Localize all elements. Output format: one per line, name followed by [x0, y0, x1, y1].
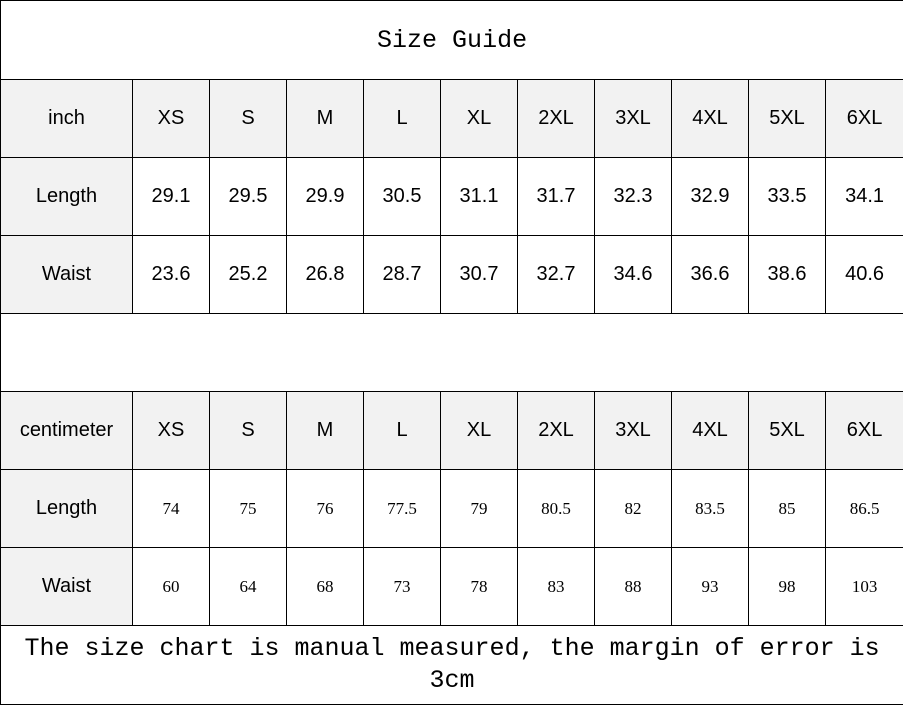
measurement-value: 25.2	[209, 235, 287, 314]
size-header: L	[363, 391, 441, 470]
spacer-cell	[0, 313, 903, 392]
size-header: XS	[132, 391, 210, 470]
size-header: 3XL	[594, 79, 672, 158]
measurement-value: 68	[286, 547, 364, 626]
measurement-value: 77.5	[363, 469, 441, 548]
measurement-value: 88	[594, 547, 672, 626]
measurement-value: 23.6	[132, 235, 210, 314]
measurement-value: 64	[209, 547, 287, 626]
size-header: 3XL	[594, 391, 672, 470]
measurement-value: 86.5	[824, 469, 903, 548]
size-header: 5XL	[748, 391, 826, 470]
measurement-value: 103	[824, 547, 903, 626]
size-header: S	[209, 391, 287, 470]
row-label: Waist	[0, 547, 133, 626]
measurement-value: 74	[132, 469, 210, 548]
measurement-value: 80.5	[517, 469, 595, 548]
row-label: Length	[0, 469, 133, 548]
unit-label: centimeter	[0, 391, 133, 470]
size-header: 2XL	[517, 391, 595, 470]
measurement-value: 75	[209, 469, 287, 548]
size-header: 5XL	[748, 79, 826, 158]
page-title: Size Guide	[0, 0, 903, 80]
size-header: XS	[132, 79, 210, 158]
measurement-value: 83.5	[671, 469, 749, 548]
size-header: L	[363, 79, 441, 158]
size-header: S	[209, 79, 287, 158]
measurement-value: 32.9	[671, 157, 749, 236]
measurement-value: 29.1	[132, 157, 210, 236]
measurement-value: 98	[748, 547, 826, 626]
row-label: Waist	[0, 235, 133, 314]
size-header: XL	[440, 391, 518, 470]
measurement-value: 28.7	[363, 235, 441, 314]
size-header: 6XL	[824, 79, 903, 158]
measurement-value: 29.5	[209, 157, 287, 236]
measurement-value: 40.6	[824, 235, 903, 314]
measurement-value: 29.9	[286, 157, 364, 236]
footer-note: The size chart is manual measured, the m…	[0, 625, 903, 705]
measurement-value: 78	[440, 547, 518, 626]
table-row: Length 74 75 76 77.5 79 80.5 82 83.5 85 86.5	[0, 469, 903, 548]
measurement-value: 26.8	[286, 235, 364, 314]
unit-label: inch	[0, 79, 133, 158]
measurement-value: 33.5	[748, 157, 826, 236]
measurement-value: 82	[594, 469, 672, 548]
measurement-value: 93	[671, 547, 749, 626]
size-header: M	[286, 79, 364, 158]
measurement-value: 32.7	[517, 235, 595, 314]
measurement-value: 34.1	[824, 157, 903, 236]
size-header: XL	[440, 79, 518, 158]
measurement-value: 60	[132, 547, 210, 626]
measurement-value: 30.5	[363, 157, 441, 236]
footer-row: The size chart is manual measured, the m…	[0, 625, 903, 705]
table-row: Length 29.1 29.5 29.9 30.5 31.1 31.7 32.3 32.9 33…	[0, 157, 903, 236]
row-label: Length	[0, 157, 133, 236]
size-guide-table: Size Guide inch XS S M L XL 2XL 3XL 4XL 5XL 6XL Len…	[0, 0, 903, 705]
size-header: 4XL	[671, 79, 749, 158]
title-row: Size Guide	[0, 0, 903, 80]
measurement-value: 38.6	[748, 235, 826, 314]
size-header: 2XL	[517, 79, 595, 158]
measurement-value: 31.1	[440, 157, 518, 236]
measurement-value: 31.7	[517, 157, 595, 236]
measurement-value: 85	[748, 469, 826, 548]
measurement-value: 32.3	[594, 157, 672, 236]
table-row: Waist 23.6 25.2 26.8 28.7 30.7 32.7 34.6 36.6 38.…	[0, 235, 903, 314]
centimeter-header-row: centimeter XS S M L XL 2XL 3XL 4XL 5XL 6XL	[0, 391, 903, 470]
table-row: Waist 60 64 68 73 78 83 88 93 98 103	[0, 547, 903, 626]
measurement-value: 34.6	[594, 235, 672, 314]
measurement-value: 30.7	[440, 235, 518, 314]
inch-header-row: inch XS S M L XL 2XL 3XL 4XL 5XL 6XL	[0, 79, 903, 158]
size-header: M	[286, 391, 364, 470]
size-header: 4XL	[671, 391, 749, 470]
size-header: 6XL	[824, 391, 903, 470]
measurement-value: 79	[440, 469, 518, 548]
measurement-value: 76	[286, 469, 364, 548]
measurement-value: 83	[517, 547, 595, 626]
spacer-row	[0, 313, 903, 392]
measurement-value: 73	[363, 547, 441, 626]
measurement-value: 36.6	[671, 235, 749, 314]
